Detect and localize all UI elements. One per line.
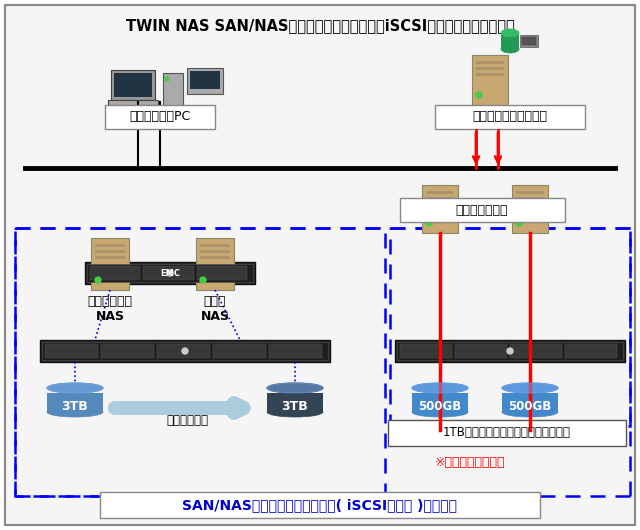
Bar xyxy=(388,420,626,446)
Bar xyxy=(516,203,544,206)
Circle shape xyxy=(516,220,522,226)
Bar xyxy=(114,73,152,97)
Text: 500GB: 500GB xyxy=(419,400,461,412)
Ellipse shape xyxy=(501,29,519,37)
Text: 3TB: 3TB xyxy=(282,400,308,412)
Bar xyxy=(42,342,328,360)
Bar xyxy=(95,256,125,259)
Ellipse shape xyxy=(47,383,103,393)
Bar xyxy=(45,344,98,358)
Text: バックアップシステム: バックアップシステム xyxy=(472,110,547,123)
Bar xyxy=(400,344,452,358)
Text: 3TB: 3TB xyxy=(61,400,88,412)
Bar xyxy=(95,250,125,253)
Bar xyxy=(455,344,507,358)
Circle shape xyxy=(95,277,101,283)
Circle shape xyxy=(476,92,482,98)
Ellipse shape xyxy=(412,407,468,417)
Bar xyxy=(476,61,504,64)
Text: 通常時稼動用
NAS: 通常時稼動用 NAS xyxy=(88,295,132,323)
Bar xyxy=(395,340,625,362)
Ellipse shape xyxy=(501,45,519,53)
Bar xyxy=(516,197,544,200)
Bar xyxy=(157,344,210,358)
Bar xyxy=(565,344,617,358)
Text: クライアントPC: クライアントPC xyxy=(129,110,191,123)
Bar xyxy=(90,266,140,280)
Bar xyxy=(190,71,220,89)
Bar xyxy=(522,37,536,45)
Text: 基幹系システム: 基幹系システム xyxy=(456,204,508,216)
Text: EMC: EMC xyxy=(160,269,180,278)
Ellipse shape xyxy=(47,407,103,417)
Bar xyxy=(87,264,253,282)
Circle shape xyxy=(165,77,169,81)
Text: ※上記は利用例です: ※上記は利用例です xyxy=(435,455,505,469)
Bar xyxy=(108,100,158,105)
Bar xyxy=(200,244,230,247)
Bar xyxy=(47,393,103,412)
Bar xyxy=(512,185,548,233)
Ellipse shape xyxy=(502,383,558,393)
Circle shape xyxy=(182,348,188,354)
Bar xyxy=(269,344,322,358)
Circle shape xyxy=(200,277,206,283)
Bar xyxy=(267,393,323,412)
Bar xyxy=(85,262,255,284)
Bar xyxy=(426,191,454,194)
Bar xyxy=(476,67,504,70)
Ellipse shape xyxy=(267,407,323,417)
Bar xyxy=(400,198,565,222)
Circle shape xyxy=(507,348,513,354)
Bar xyxy=(196,238,234,290)
Ellipse shape xyxy=(47,383,103,393)
Bar xyxy=(200,250,230,253)
Text: 500GB: 500GB xyxy=(508,400,552,412)
Bar xyxy=(520,35,538,47)
Bar xyxy=(476,73,504,76)
Text: 1TBのストレージを分割して利用可能: 1TBのストレージを分割して利用可能 xyxy=(443,427,571,439)
Bar xyxy=(516,191,544,194)
Text: SAN/NAS統合ストレージパック( iSCSIモデル )構成部分: SAN/NAS統合ストレージパック( iSCSIモデル )構成部分 xyxy=(182,498,458,512)
Ellipse shape xyxy=(502,407,558,417)
Bar xyxy=(40,340,330,362)
Bar xyxy=(200,256,230,259)
Bar xyxy=(426,197,454,200)
Circle shape xyxy=(167,270,173,276)
Bar xyxy=(435,105,585,129)
Bar xyxy=(397,342,623,360)
Ellipse shape xyxy=(502,383,558,393)
Bar xyxy=(143,266,194,280)
Text: バックアップ: バックアップ xyxy=(166,413,208,427)
Bar xyxy=(426,203,454,206)
Bar xyxy=(412,393,468,412)
FancyArrowPatch shape xyxy=(115,403,244,413)
Bar xyxy=(101,344,154,358)
Bar xyxy=(501,33,519,49)
Bar xyxy=(15,228,385,496)
Bar xyxy=(213,344,266,358)
Ellipse shape xyxy=(412,383,468,393)
Ellipse shape xyxy=(412,383,468,393)
Text: 予備用
NAS: 予備用 NAS xyxy=(200,295,230,323)
Bar xyxy=(163,73,183,111)
Bar xyxy=(95,244,125,247)
Bar xyxy=(510,344,562,358)
Bar xyxy=(100,492,540,518)
Bar xyxy=(105,105,215,129)
Bar xyxy=(390,228,630,426)
Bar xyxy=(502,393,558,412)
Bar xyxy=(472,55,508,105)
Bar xyxy=(422,185,458,233)
Ellipse shape xyxy=(267,383,323,393)
Ellipse shape xyxy=(267,383,323,393)
Bar xyxy=(111,70,155,100)
Bar xyxy=(196,266,247,280)
Bar xyxy=(91,238,129,290)
Bar xyxy=(187,68,223,94)
Text: TWIN NAS SAN/NAS統合ストレージパック（iSCSIモデル）運用イメージ: TWIN NAS SAN/NAS統合ストレージパック（iSCSIモデル）運用イメ… xyxy=(125,18,515,33)
Circle shape xyxy=(426,220,432,226)
